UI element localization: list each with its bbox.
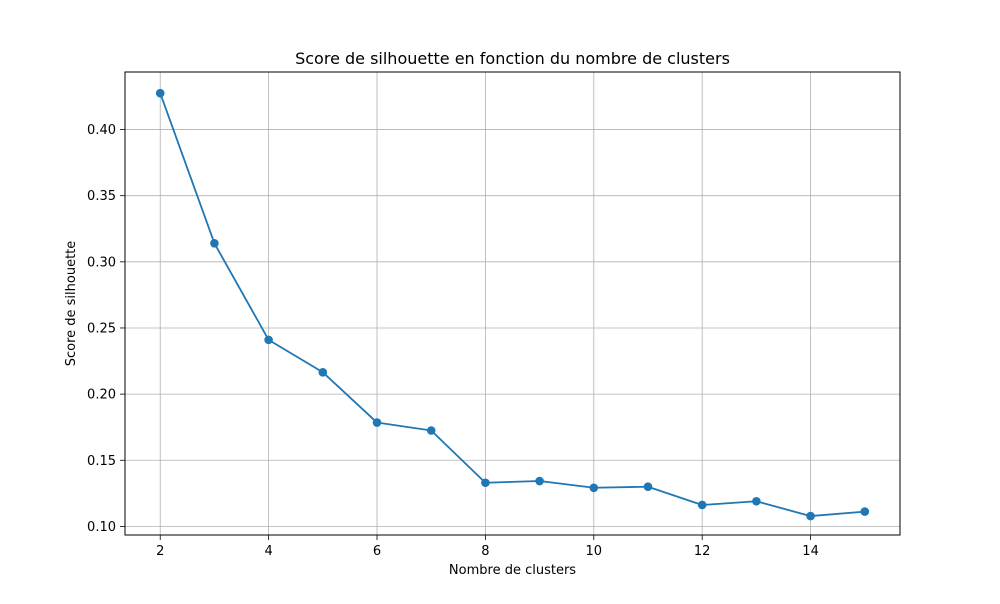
data-point: [210, 239, 219, 248]
y-tick-label: 0.10: [87, 520, 116, 535]
series-line: [159, 92, 865, 517]
data-point: [752, 496, 761, 506]
x-tick-label: 14: [802, 544, 819, 559]
data-point: [318, 367, 328, 377]
y-axis-title: Score de silhouette: [64, 241, 79, 367]
data-point: [535, 476, 544, 486]
data-point: [697, 500, 707, 510]
data-point: [643, 482, 653, 492]
x-tick-label: 12: [694, 544, 711, 559]
data-point: [860, 507, 870, 516]
data-point: [372, 418, 382, 427]
data-point: [481, 478, 490, 488]
x-tick-label: 6: [373, 544, 381, 559]
plot-frame: [124, 71, 901, 536]
data-point: [264, 335, 273, 345]
x-tick-label: 10: [586, 544, 603, 559]
x-tick-label: 8: [481, 544, 489, 559]
ticks-layer: 2 4 6 8 10 12 14 0.10 0.15 0.20 0.25 0.30 0.35 0.40: [87, 123, 819, 559]
y-tick-label: 0.25: [87, 321, 116, 336]
y-tick-label: 0.30: [87, 255, 116, 270]
chart-title: Score de silhouette en fonction du nombr…: [295, 49, 730, 68]
data-point: [426, 426, 436, 435]
grid-layer: [125, 72, 900, 535]
data-point: [806, 511, 815, 521]
x-tick-label: 2: [156, 544, 164, 559]
x-axis-title: Nombre de clusters: [449, 563, 576, 578]
y-tick-label: 0.40: [87, 123, 116, 138]
data-point: [589, 483, 599, 493]
x-tick-label: 4: [264, 544, 272, 559]
data-point: [155, 88, 165, 98]
series-layer: [155, 88, 870, 521]
y-tick-label: 0.35: [87, 189, 116, 204]
y-tick-label: 0.15: [87, 454, 116, 469]
y-tick-label: 0.20: [87, 388, 116, 403]
